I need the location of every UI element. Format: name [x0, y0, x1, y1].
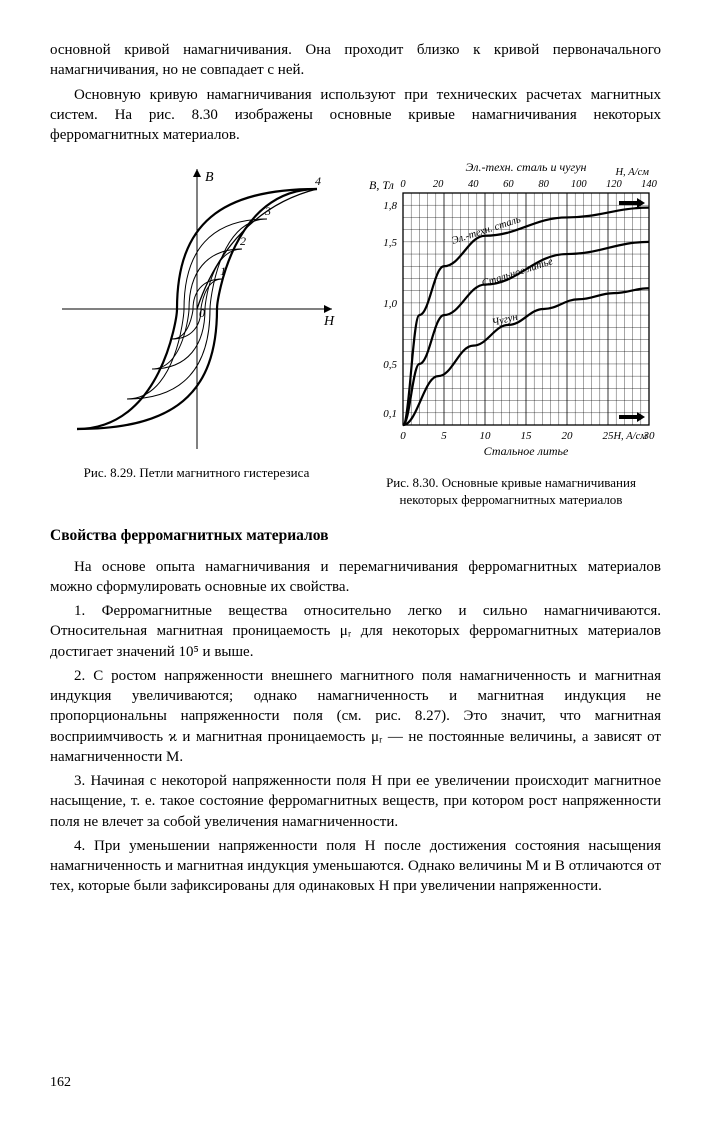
svg-text:120: 120	[606, 179, 623, 190]
svg-text:Стальное литье: Стальное литье	[481, 256, 555, 289]
page-number: 162	[50, 1074, 71, 1093]
svg-text:B: B	[205, 170, 214, 185]
svg-text:H: H	[323, 314, 335, 329]
svg-text:80: 80	[538, 179, 549, 190]
svg-text:0: 0	[400, 179, 406, 190]
svg-text:20: 20	[562, 430, 574, 442]
paragraph-prop2: 2. С ростом напряженности внешнего магни…	[50, 666, 661, 767]
paragraph-prop1: 1. Ферромагнитные вещества относительно …	[50, 601, 661, 662]
svg-text:4: 4	[315, 174, 321, 188]
svg-text:Н, А/см: Н, А/см	[612, 431, 647, 442]
svg-text:140: 140	[641, 179, 658, 190]
figures-row: BH12340 Рис. 8.29. Петли магнитного гист…	[50, 159, 661, 508]
svg-text:Н, А/см: Н, А/см	[614, 167, 649, 178]
svg-text:5: 5	[441, 430, 447, 442]
figure-830-caption: Рис. 8.30. Основные кривые намагничивани…	[361, 475, 661, 508]
figure-829: B H 1 2 3 4 0 Рис. 8.29. Петли магнитного гист…	[50, 159, 343, 508]
figure-830: Эл.-техн. сталь и чугунB, Тл020406080100…	[361, 159, 661, 508]
svg-text:0: 0	[199, 306, 205, 320]
paragraph-intro: На основе опыта намагничивания и перемаг…	[50, 557, 661, 598]
svg-text:100: 100	[571, 179, 588, 190]
magnetization-curves: Эл.-техн. сталь и чугунB, Тл020406080100…	[361, 159, 661, 469]
svg-text:3: 3	[264, 204, 271, 218]
svg-text:10: 10	[480, 430, 492, 442]
svg-text:B, Тл: B, Тл	[369, 178, 394, 192]
paragraph-1: основной кривой намагничивания. Она прох…	[50, 40, 661, 81]
hysteresis-plot: B H 1 2 3 4 0	[52, 159, 342, 459]
paragraph-prop4: 4. При уменьшении напряженности поля H п…	[50, 836, 661, 897]
svg-text:1,5: 1,5	[383, 237, 397, 249]
svg-text:60: 60	[503, 179, 514, 190]
svg-text:0,1: 0,1	[383, 408, 397, 420]
svg-text:15: 15	[521, 430, 533, 442]
section-heading: Свойства ферромагнитных материалов	[50, 526, 661, 547]
svg-text:0,5: 0,5	[383, 359, 397, 371]
figure-829-caption: Рис. 8.29. Петли магнитного гистерезиса	[50, 465, 343, 481]
svg-text:20: 20	[433, 179, 444, 190]
paragraph-prop3: 3. Начиная с некоторой напряженности пол…	[50, 771, 661, 832]
svg-text:40: 40	[468, 179, 479, 190]
svg-text:1,0: 1,0	[383, 298, 397, 310]
svg-text:1,8: 1,8	[383, 200, 397, 212]
svg-text:25: 25	[603, 430, 615, 442]
svg-text:Стальное литье: Стальное литье	[484, 444, 569, 458]
svg-text:2: 2	[240, 234, 246, 248]
svg-text:Эл.-техн. сталь и чугун: Эл.-техн. сталь и чугун	[466, 160, 587, 174]
paragraph-2: Основную кривую намагничивания использую…	[50, 85, 661, 146]
svg-text:1: 1	[220, 264, 226, 278]
svg-text:0: 0	[400, 430, 406, 442]
